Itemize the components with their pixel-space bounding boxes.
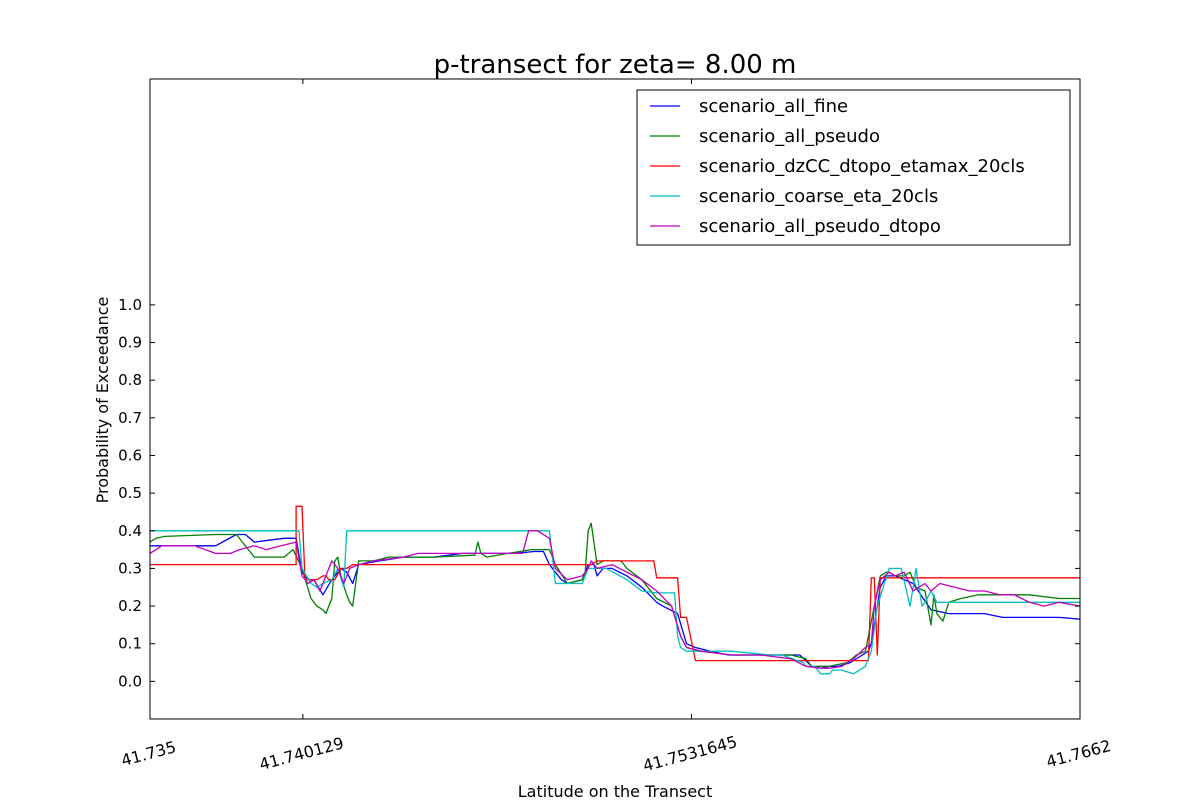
y-tick-label-7: 0.7 [118, 409, 142, 427]
x-axis-label: Latitude on the Transect [518, 782, 713, 800]
legend-label-3: scenario_coarse_eta_20cls [699, 186, 938, 207]
y-tick-label-10: 1.0 [118, 296, 142, 314]
legend: scenario_all_fine scenario_all_pseudoscen… [636, 89, 1071, 246]
chart-title: p-transect for zeta= 8.00 m [434, 50, 797, 80]
series-line-4 [149, 530, 1081, 669]
y-axis-label: Probability of Exceedance [93, 297, 112, 504]
y-tick-label-6: 0.6 [118, 446, 142, 464]
legend-label-2: scenario_dzCC_dtopo_etamax_20cls [699, 156, 1025, 177]
y-tick-label-3: 0.3 [118, 559, 142, 577]
y-tick-label-1: 0.1 [118, 635, 142, 653]
legend-label-1: scenario_all_pseudo [699, 126, 880, 147]
legend-label-0: scenario_all_fine [699, 96, 848, 117]
y-tick-label-8: 0.8 [118, 371, 142, 389]
series-layer [149, 505, 1081, 675]
legend-box [636, 89, 1071, 246]
y-tick-label-0: 0.0 [118, 672, 142, 690]
legend-label-4: scenario_all_pseudo_dtopo [699, 216, 941, 237]
plot-area-frame [149, 78, 1081, 720]
series-line-2 [150, 505, 1080, 662]
y-tick-label-9: 0.9 [118, 334, 142, 352]
y-tick-label-2: 0.2 [118, 597, 142, 615]
y-tick-label-5: 0.5 [118, 484, 142, 502]
y-tick-label-4: 0.4 [118, 522, 142, 540]
